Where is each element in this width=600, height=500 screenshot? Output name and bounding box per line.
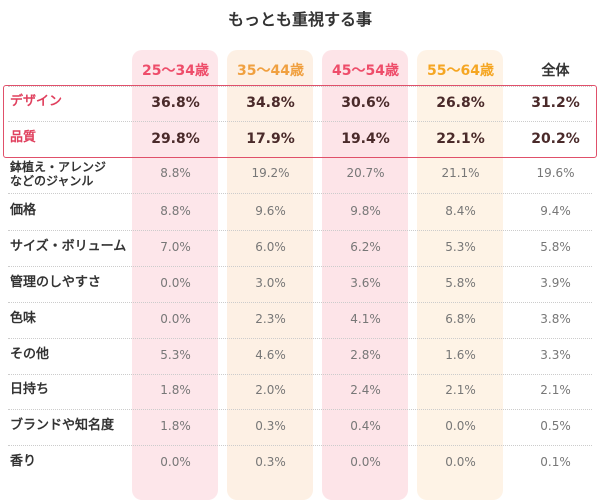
cell-value: 21.1% (441, 166, 480, 180)
cell-value: 7.0% (160, 240, 191, 254)
column-header: 25〜34歳 (142, 63, 209, 79)
cell-value: 5.8% (540, 240, 571, 254)
row-separator (8, 266, 592, 267)
cell-value: 9.4% (540, 204, 571, 218)
column-header: 45〜54歳 (332, 63, 399, 79)
row-separator (8, 338, 592, 339)
cell-value: 5.3% (160, 348, 191, 362)
cell-value: 2.4% (350, 383, 381, 397)
cell-value: 6.0% (255, 240, 286, 254)
row-label: デザイン (10, 94, 63, 109)
cell-value: 0.0% (160, 276, 191, 290)
highlight-box (3, 85, 597, 158)
cell-value: 29.8% (151, 131, 200, 147)
cell-value: 2.8% (350, 348, 381, 362)
cell-value: 8.8% (160, 204, 191, 218)
cell-value: 6.2% (350, 240, 381, 254)
cell-value: 0.3% (255, 419, 286, 433)
cell-value: 3.9% (540, 276, 571, 290)
row-label: 管理のしやすさ (10, 275, 101, 290)
row-label: ブランドや知名度 (10, 418, 115, 433)
cell-value: 9.8% (350, 204, 381, 218)
cell-value: 8.8% (160, 166, 191, 180)
title: もっとも重視する事 (227, 10, 372, 29)
cell-value: 19.4% (341, 131, 390, 147)
cell-value: 0.0% (445, 419, 476, 433)
cell-value: 5.3% (445, 240, 476, 254)
cell-value: 0.0% (445, 455, 476, 469)
cell-value: 3.3% (540, 348, 571, 362)
cell-value: 3.0% (255, 276, 286, 290)
row-separator (8, 230, 592, 231)
column-background (417, 50, 503, 500)
column-header: 全体 (541, 63, 570, 79)
row-label: 品質 (10, 130, 37, 145)
row-separator (8, 373, 592, 375)
cell-value: 0.1% (540, 455, 571, 469)
cell-value: 8.4% (445, 204, 476, 218)
cell-value: 6.8% (445, 312, 476, 326)
column-background (132, 50, 218, 500)
cell-value: 4.1% (350, 312, 381, 326)
row-label: 鉢植え・アレンジ などのジャンル (10, 160, 107, 188)
cell-value: 31.2% (531, 95, 580, 111)
cell-value: 19.6% (536, 166, 575, 180)
cell-value: 19.2% (251, 166, 290, 180)
row-label: 日持ち (10, 382, 50, 397)
row-separator (8, 302, 592, 303)
cell-value: 20.2% (531, 131, 580, 147)
cell-value: 34.8% (246, 95, 295, 111)
row-label: 価格 (10, 203, 37, 218)
cell-value: 1.6% (445, 348, 476, 362)
cell-value: 4.6% (255, 348, 286, 362)
row-separator (8, 121, 592, 122)
cell-value: 0.0% (350, 455, 381, 469)
cell-value: 0.3% (255, 455, 286, 469)
cell-value: 1.8% (160, 383, 191, 397)
cell-value: 2.1% (540, 383, 571, 397)
cell-value: 17.9% (246, 131, 295, 147)
cell-value: 26.8% (436, 95, 485, 111)
cell-value: 36.8% (151, 95, 200, 111)
row-separator (8, 445, 592, 446)
cell-value: 2.1% (445, 383, 476, 397)
cell-value: 5.8% (445, 276, 476, 290)
row-label: その他 (10, 347, 50, 362)
cell-value: 22.1% (436, 131, 485, 147)
cell-value: 20.7% (346, 166, 385, 180)
cell-value: 0.4% (350, 419, 381, 433)
row-separator (8, 86, 592, 87)
cell-value: 3.6% (350, 276, 381, 290)
cell-value: 30.6% (341, 95, 390, 111)
column-header: 35〜44歳 (237, 63, 304, 79)
row-separator (8, 409, 592, 410)
row-label: サイズ・ボリューム (10, 239, 127, 254)
row-label: 色味 (10, 311, 37, 326)
cell-value: 0.0% (160, 455, 191, 469)
column-background (322, 50, 408, 500)
column-background (227, 50, 313, 500)
column-header: 55〜64歳 (427, 63, 494, 79)
cell-value: 1.8% (160, 419, 191, 433)
cell-value: 0.5% (540, 419, 571, 433)
cell-value: 0.0% (160, 312, 191, 326)
row-separator (8, 193, 592, 194)
cell-value: 9.6% (255, 204, 286, 218)
cell-value: 2.3% (255, 312, 286, 326)
cell-value: 2.0% (255, 383, 286, 397)
cell-value: 3.8% (540, 312, 571, 326)
row-label: 香り (10, 454, 37, 469)
